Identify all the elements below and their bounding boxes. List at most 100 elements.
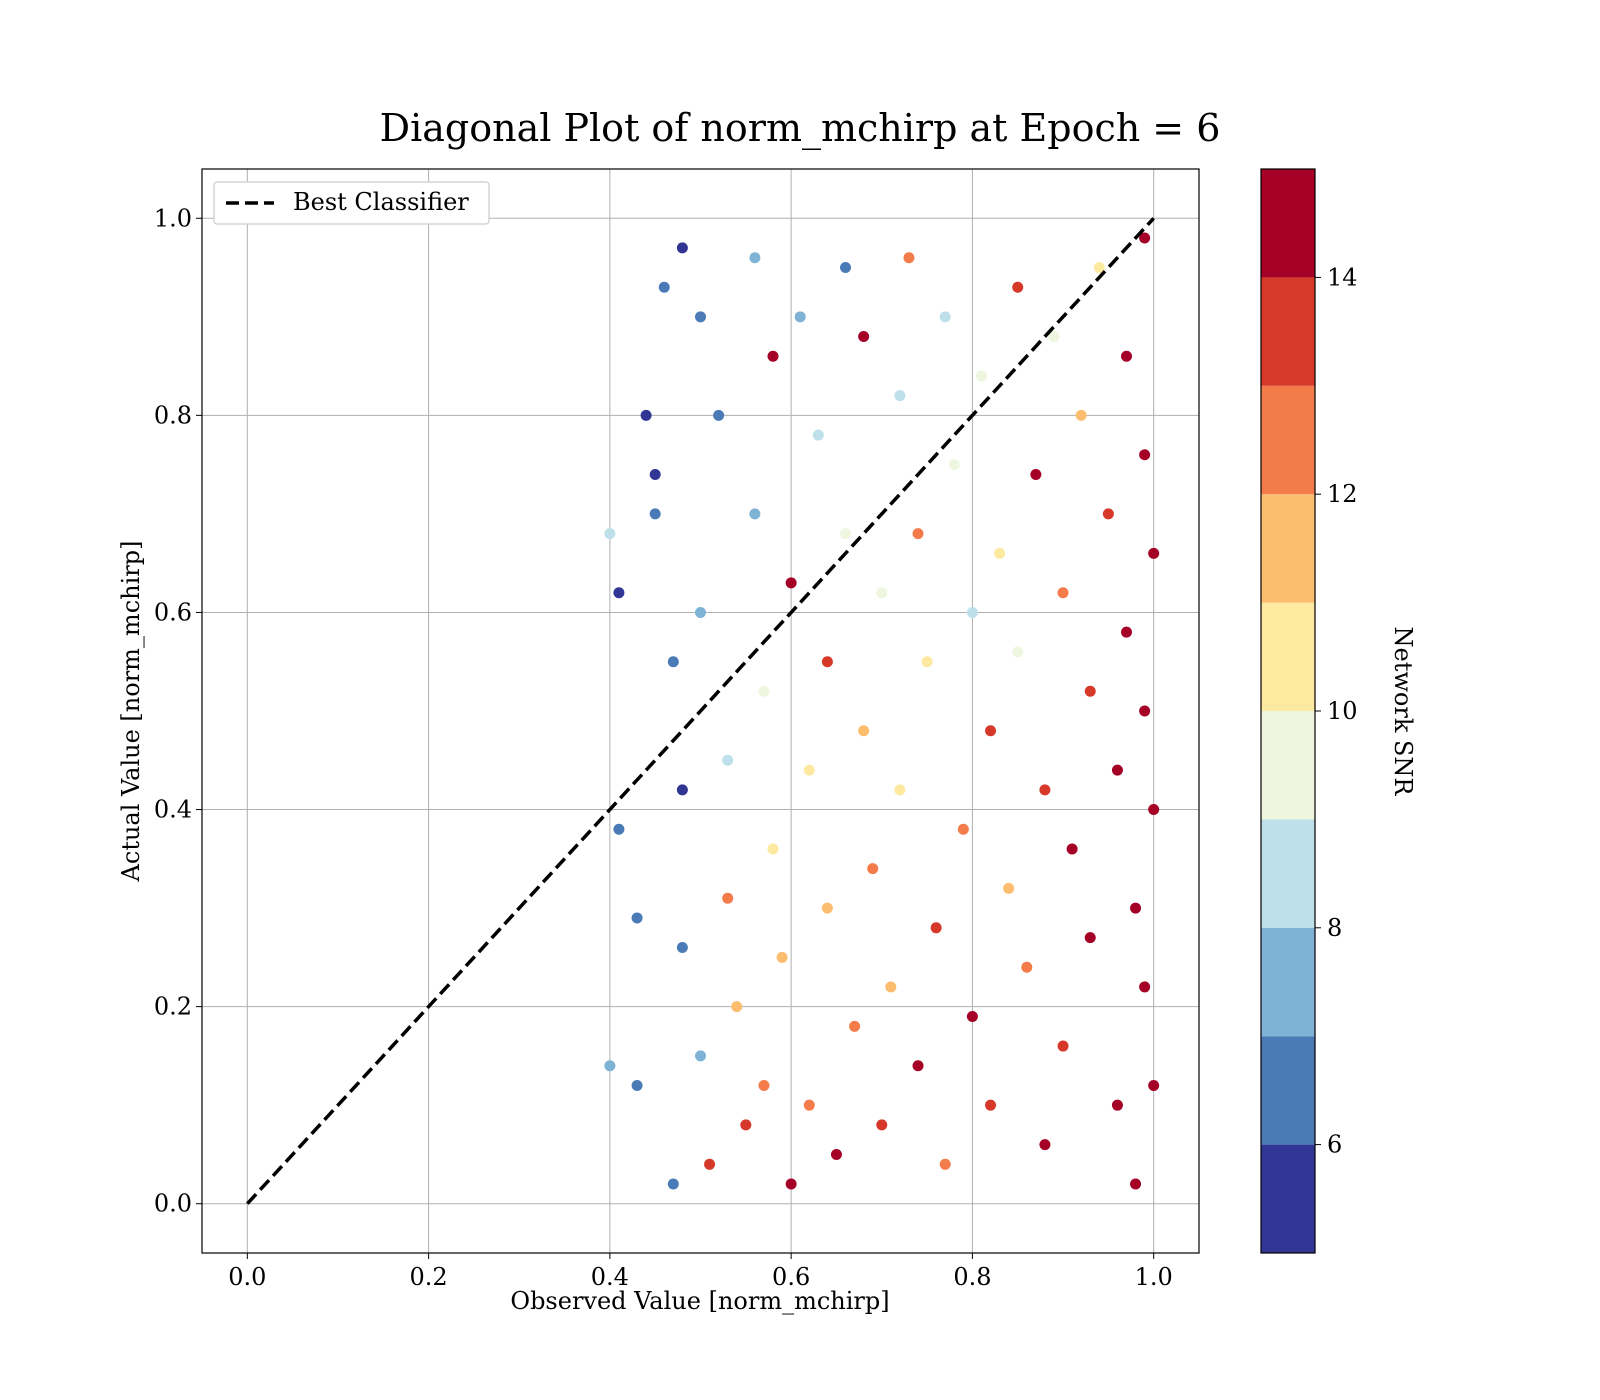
scatter-point	[1139, 449, 1151, 461]
scatter-point	[1039, 784, 1051, 796]
y-axis-ticks: 0.0 0.2 0.4 0.6 0.8 1.0	[154, 204, 202, 1218]
scatter-point	[985, 725, 997, 737]
scatter-point	[939, 1158, 951, 1170]
scatter-point	[731, 1001, 743, 1013]
scatter-point	[1030, 468, 1042, 480]
scatter-point	[1012, 281, 1024, 293]
scatter-point	[676, 784, 688, 796]
chart-title: Diagonal Plot of norm_mchirp at Epoch = …	[380, 106, 1221, 151]
scatter-point	[1139, 232, 1151, 244]
x-tick-label: 1.0	[1135, 1263, 1173, 1291]
scatter-point	[840, 528, 852, 540]
scatter-point	[1111, 1099, 1123, 1111]
scatter-point	[821, 656, 833, 668]
scatter-point	[649, 468, 661, 480]
colorbar-bin	[1261, 602, 1315, 711]
scatter-point	[758, 1079, 770, 1091]
colorbar-bins	[1261, 169, 1315, 1253]
scatter-point	[1130, 1178, 1142, 1190]
scatter-point	[939, 311, 951, 323]
colorbar-bin	[1261, 277, 1315, 386]
scatter-point	[1075, 409, 1087, 421]
scatter-point	[803, 1099, 815, 1111]
scatter-point	[767, 843, 779, 855]
x-tick-label: 0.4	[591, 1263, 629, 1291]
colorbar-bin	[1261, 385, 1315, 495]
scatter-point	[885, 981, 897, 993]
scatter-points	[604, 232, 1160, 1190]
y-tick-label: 0.2	[154, 993, 192, 1021]
colorbar-bin	[1261, 1144, 1315, 1253]
legend: Best Classifier	[213, 181, 490, 225]
x-axis-ticks: 0.0 0.2 0.4 0.6 0.8 1.0	[228, 1253, 1173, 1291]
legend-box	[213, 181, 490, 225]
colorbar-bin	[1261, 819, 1315, 928]
scatter-point	[649, 508, 661, 520]
colorbar-tick-label: 14	[1327, 263, 1358, 291]
colorbar-label: Network SNR	[1389, 627, 1417, 797]
scatter-point	[1093, 262, 1105, 274]
scatter-point	[785, 577, 797, 589]
scatter-point	[894, 390, 906, 402]
scatter-point	[966, 606, 978, 618]
scatter-point	[948, 459, 960, 471]
colorbar-bin	[1261, 1036, 1315, 1145]
plot-area: 0.0 0.2 0.4 0.6 0.8 1.0 0.0 0.2 0.4 0.6 0.8 1.0	[154, 168, 1200, 1291]
scatter-point	[1148, 804, 1160, 816]
scatter-point	[676, 942, 688, 954]
scatter-point	[695, 1050, 706, 1062]
scatter-point	[849, 1020, 861, 1032]
scatter-point	[1120, 626, 1132, 638]
scatter-point	[912, 528, 924, 540]
scatter-point	[1003, 882, 1015, 894]
scatter-point	[840, 262, 852, 274]
scatter-point	[894, 784, 906, 796]
scatter-point	[876, 1119, 888, 1131]
colorbar: 6 8 10 12 14 Network SNR	[1260, 168, 1417, 1254]
scatter-point	[921, 656, 933, 668]
scatter-point	[1012, 646, 1024, 658]
scatter-point	[631, 1079, 643, 1091]
scatter-point	[613, 587, 625, 599]
x-tick-label: 0.0	[228, 1263, 266, 1291]
scatter-point	[776, 951, 788, 963]
scatter-point	[758, 685, 770, 697]
scatter-point	[930, 922, 942, 934]
scatter-point	[1066, 843, 1078, 855]
scatter-point	[1139, 981, 1151, 993]
scatter-point	[695, 311, 706, 323]
scatter-point	[794, 311, 806, 323]
colorbar-tick-label: 8	[1327, 914, 1342, 942]
scatter-point	[740, 1119, 752, 1131]
scatter-point	[912, 1060, 924, 1072]
scatter-point	[695, 606, 706, 618]
scatter-point	[1039, 1139, 1051, 1151]
plot-frame	[201, 168, 1200, 1254]
scatter-point	[1057, 587, 1069, 599]
scatter-point	[803, 764, 815, 776]
scatter-point	[713, 409, 725, 421]
scatter-point	[821, 902, 833, 914]
colorbar-bin	[1261, 494, 1315, 603]
y-tick-label: 0.8	[154, 401, 192, 429]
x-tick-label: 0.8	[953, 1263, 991, 1291]
scatter-point	[867, 863, 879, 875]
colorbar-bin	[1261, 711, 1315, 820]
scatter-point	[785, 1178, 797, 1190]
scatter-point	[1102, 508, 1114, 520]
scatter-point	[767, 350, 779, 362]
scatter-point	[1084, 932, 1096, 944]
scatter-point	[1120, 350, 1132, 362]
scatter-point	[1148, 1079, 1160, 1091]
scatter-point	[903, 252, 915, 264]
scatter-point	[812, 429, 824, 441]
scatter-point	[749, 508, 761, 520]
colorbar-tick-label: 10	[1327, 697, 1358, 725]
scatter-point	[985, 1099, 997, 1111]
scatter-point	[631, 912, 643, 924]
colorbar-bin	[1261, 927, 1315, 1037]
x-tick-label: 0.2	[410, 1263, 448, 1291]
scatter-point	[858, 725, 870, 737]
scatter-point	[994, 547, 1006, 559]
